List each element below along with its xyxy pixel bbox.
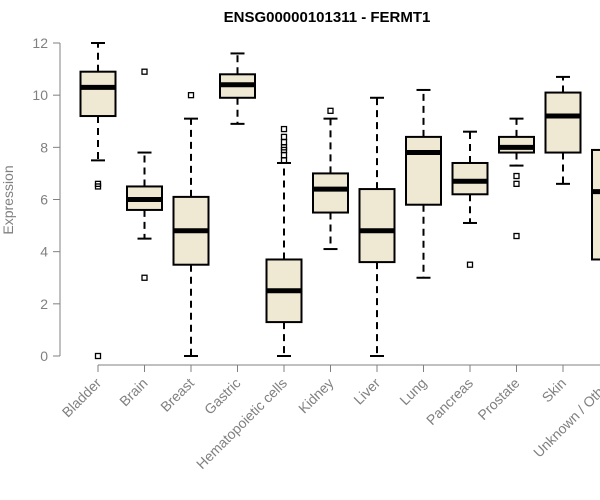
iqr-box: [358, 188, 396, 264]
box-unknown-other: [591, 148, 600, 261]
box-kidney: [312, 107, 349, 251]
outlier-point: [280, 152, 288, 159]
box-breast: [172, 92, 210, 357]
y-axis: 0 2 4 6 8 10 12: [32, 35, 61, 364]
outlier-point: [513, 232, 520, 240]
iqr-box: [312, 172, 349, 214]
x-tick-label: Pancreas: [423, 375, 476, 428]
y-tick-label: 12: [32, 35, 48, 51]
y-axis-label: Expression: [0, 165, 16, 234]
x-tick-label: Prostate: [474, 375, 522, 423]
outlier-point: [141, 274, 148, 281]
box-liver: [358, 96, 396, 357]
x-tick-label: Bladder: [59, 375, 105, 421]
outlier-point: [280, 125, 288, 133]
box-skin: [544, 75, 582, 185]
box-hematopoietic-cells: [265, 125, 303, 357]
box-gastric: [219, 52, 256, 125]
chart-title: ENSG00000101311 - FERMT1: [224, 9, 431, 26]
x-tick-label: Kidney: [295, 375, 337, 417]
box-pancreas: [451, 130, 489, 268]
outlier-point: [466, 261, 474, 268]
y-tick-label: 2: [40, 296, 48, 312]
iqr-box: [405, 135, 442, 206]
outlier-point: [513, 172, 520, 180]
y-tick-label: 6: [40, 192, 48, 208]
x-tick-label: Liver: [350, 375, 383, 408]
iqr-box: [79, 70, 117, 118]
outlier-point: [94, 180, 102, 188]
x-tick-label: Brain: [116, 375, 150, 409]
outlier-point: [327, 107, 334, 114]
box-brain: [126, 68, 163, 281]
y-tick-label: 8: [40, 139, 48, 155]
box-lung: [405, 88, 442, 279]
outlier-point: [94, 352, 102, 360]
y-tick-label: 0: [40, 348, 48, 364]
box-bladder: [79, 42, 117, 360]
x-tick-label: Hematopoietic cells: [193, 375, 290, 472]
x-tick-label: Breast: [157, 375, 197, 415]
box-series: [79, 42, 600, 360]
iqr-box: [498, 135, 535, 154]
iqr-box: [451, 161, 489, 196]
box-prostate: [498, 117, 535, 240]
x-tick-label: Skin: [539, 375, 570, 406]
y-tick-label: 4: [40, 244, 48, 260]
iqr-box: [544, 91, 582, 154]
iqr-box: [591, 148, 600, 261]
x-tick-label: Lung: [396, 375, 429, 408]
outlier-point: [280, 138, 288, 146]
x-tick-label: Gastric: [201, 375, 244, 418]
y-tick-label: 10: [32, 87, 48, 103]
outlier-point: [141, 68, 148, 75]
outlier-point: [513, 180, 520, 188]
outlier-point: [187, 92, 195, 99]
outlier-point: [280, 133, 288, 141]
